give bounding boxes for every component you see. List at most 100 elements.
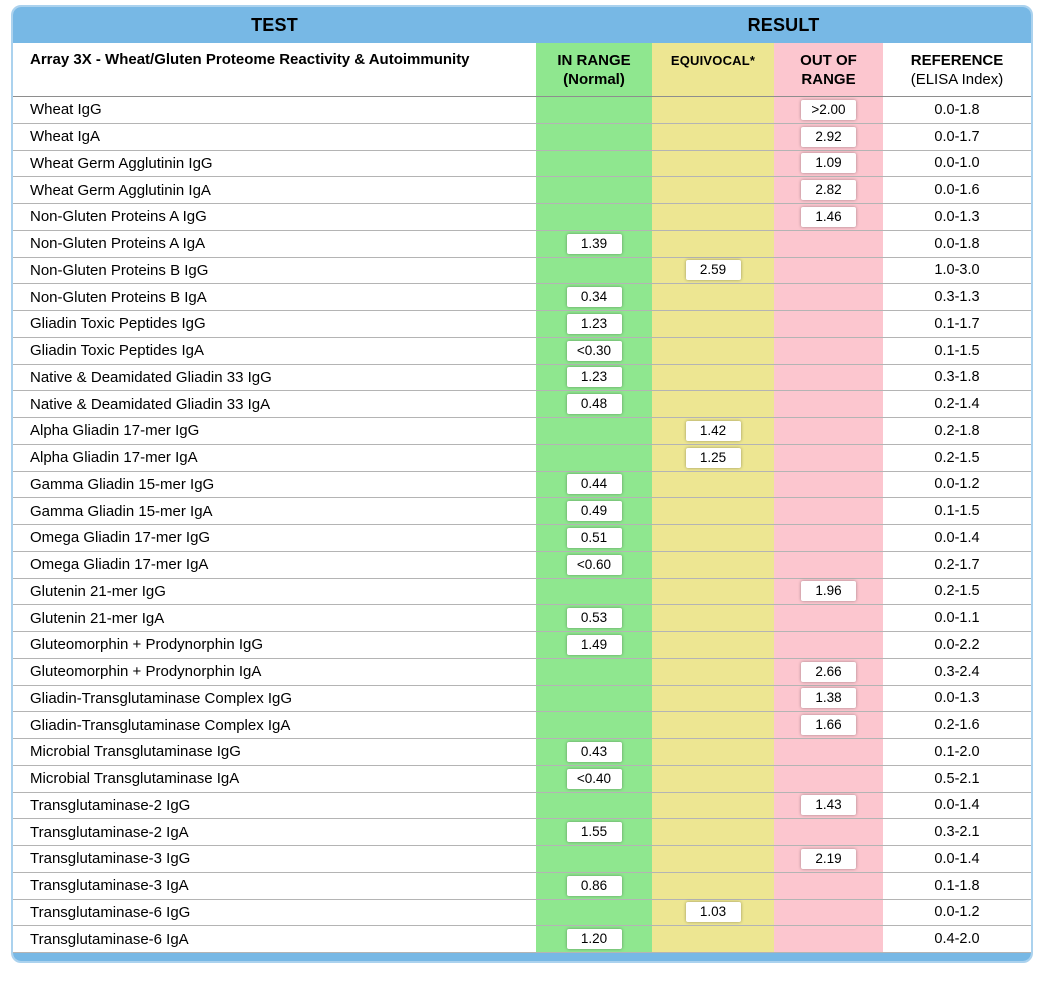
out-of-range-cell: 1.96 bbox=[774, 578, 883, 606]
reference-range: 0.0-1.6 bbox=[883, 177, 1031, 204]
result-value: 1.09 bbox=[801, 153, 856, 174]
table-row: Gliadin Toxic Peptides IgA <0.30 0.1-1.5 bbox=[13, 337, 1031, 365]
result-value: 0.49 bbox=[566, 501, 622, 522]
result-value: 1.66 bbox=[801, 715, 856, 736]
out-of-range-cell: 1.43 bbox=[774, 792, 883, 820]
test-name: Native & Deamidated Gliadin 33 IgA bbox=[13, 391, 536, 418]
equivocal-cell: 1.42 bbox=[652, 418, 774, 445]
equivocal-cell bbox=[652, 525, 774, 552]
out-of-range-cell bbox=[774, 765, 883, 793]
out-of-range-cell bbox=[774, 551, 883, 579]
out-of-range-cell: 1.09 bbox=[774, 150, 883, 178]
out-of-range-cell bbox=[774, 498, 883, 525]
in-range-cell bbox=[536, 712, 652, 739]
in-range-cell: <0.60 bbox=[536, 551, 652, 579]
table-row: Gliadin-Transglutaminase Complex IgG 1.3… bbox=[13, 685, 1031, 713]
test-name: Alpha Gliadin 17-mer IgG bbox=[13, 418, 536, 445]
lab-report-table: TEST RESULT Array 3X - Wheat/Gluten Prot… bbox=[11, 5, 1033, 963]
in-range-cell: 0.53 bbox=[536, 605, 652, 632]
test-name: Gamma Gliadin 15-mer IgG bbox=[13, 472, 536, 499]
test-name: Transglutaminase-3 IgG bbox=[13, 846, 536, 873]
equivocal-cell bbox=[652, 337, 774, 365]
result-value: 1.46 bbox=[801, 206, 856, 227]
table-row: Native & Deamidated Gliadin 33 IgA 0.48 … bbox=[13, 391, 1031, 418]
test-name: Non-Gluten Proteins A IgG bbox=[13, 204, 536, 231]
result-value: 2.82 bbox=[801, 180, 856, 201]
equivocal-cell bbox=[652, 177, 774, 204]
table-row: Transglutaminase-2 IgG 1.43 0.0-1.4 bbox=[13, 792, 1031, 820]
in-range-cell bbox=[536, 257, 652, 285]
reference-range: 0.2-1.8 bbox=[883, 418, 1031, 445]
reference-range: 0.0-1.0 bbox=[883, 151, 1031, 178]
out-of-range-cell bbox=[774, 739, 883, 766]
table-row: Non-Gluten Proteins B IgG 2.59 1.0-3.0 bbox=[13, 257, 1031, 285]
table-row: Alpha Gliadin 17-mer IgG 1.42 0.2-1.8 bbox=[13, 418, 1031, 445]
in-range-cell bbox=[536, 150, 652, 178]
in-range-cell: 0.48 bbox=[536, 391, 652, 418]
in-range-cell: 0.86 bbox=[536, 872, 652, 900]
out-of-range-cell bbox=[774, 926, 883, 953]
test-name: Gluteomorphin + Prodynorphin IgG bbox=[13, 632, 536, 659]
table-row: Transglutaminase-6 IgA 1.20 0.4-2.0 bbox=[13, 926, 1031, 953]
in-range-cell bbox=[536, 792, 652, 820]
in-range-cell bbox=[536, 418, 652, 445]
table-row: Gluteomorphin + Prodynorphin IgG 1.49 0.… bbox=[13, 632, 1031, 659]
out-of-range-cell bbox=[774, 525, 883, 552]
test-name: Wheat IgA bbox=[13, 124, 536, 151]
in-range-cell: 0.43 bbox=[536, 739, 652, 766]
result-value: 1.55 bbox=[566, 822, 622, 843]
out-of-range-cell bbox=[774, 819, 883, 846]
in-range-cell bbox=[536, 97, 652, 124]
equivocal-cell bbox=[652, 364, 774, 392]
table-row: Wheat IgA 2.92 0.0-1.7 bbox=[13, 123, 1031, 151]
in-range-cell bbox=[536, 658, 652, 686]
result-value: 1.38 bbox=[801, 688, 856, 709]
result-value: 1.42 bbox=[685, 420, 741, 441]
in-range-cell: 1.39 bbox=[536, 230, 652, 258]
in-range-cell bbox=[536, 578, 652, 606]
reference-range: 0.0-1.2 bbox=[883, 900, 1031, 927]
table-row: Transglutaminase-6 IgG 1.03 0.0-1.2 bbox=[13, 899, 1031, 927]
test-column-header: TEST bbox=[251, 14, 298, 35]
reference-range: 1.0-3.0 bbox=[883, 258, 1031, 285]
out-of-range-cell: 2.82 bbox=[774, 177, 883, 204]
table-row: Wheat IgG >2.00 0.0-1.8 bbox=[13, 97, 1031, 124]
in-range-cell: 1.20 bbox=[536, 926, 652, 953]
table-row: Gliadin Toxic Peptides IgG 1.23 0.1-1.7 bbox=[13, 311, 1031, 338]
reference-range: 0.1-1.5 bbox=[883, 338, 1031, 365]
test-name: Gliadin-Transglutaminase Complex IgG bbox=[13, 686, 536, 713]
equivocal-cell bbox=[652, 658, 774, 686]
result-value: 0.48 bbox=[566, 394, 622, 415]
reference-range: 0.0-1.1 bbox=[883, 605, 1031, 632]
result-value: 0.51 bbox=[566, 527, 622, 548]
out-of-range-cell bbox=[774, 311, 883, 338]
reference-sublabel: (ELISA Index) bbox=[910, 71, 1004, 88]
table-row: Gamma Gliadin 15-mer IgA 0.49 0.1-1.5 bbox=[13, 498, 1031, 525]
test-name: Native & Deamidated Gliadin 33 IgG bbox=[13, 365, 536, 392]
test-name: Non-Gluten Proteins A IgA bbox=[13, 231, 536, 258]
test-name: Non-Gluten Proteins B IgG bbox=[13, 258, 536, 285]
result-value: 0.53 bbox=[566, 608, 622, 629]
test-name: Alpha Gliadin 17-mer IgA bbox=[13, 445, 536, 472]
test-name: Microbial Transglutaminase IgG bbox=[13, 739, 536, 766]
out-of-range-cell bbox=[774, 337, 883, 365]
table-row: Transglutaminase-3 IgG 2.19 0.0-1.4 bbox=[13, 846, 1031, 873]
reference-range: 0.1-2.0 bbox=[883, 739, 1031, 766]
equivocal-cell bbox=[652, 765, 774, 793]
out-of-range-column-header: OUT OF RANGE bbox=[774, 43, 883, 97]
test-name: Gliadin-Transglutaminase Complex IgA bbox=[13, 712, 536, 739]
equivocal-cell bbox=[652, 311, 774, 338]
equivocal-cell: 1.25 bbox=[652, 444, 774, 472]
table-row: Gamma Gliadin 15-mer IgG 0.44 0.0-1.2 bbox=[13, 471, 1031, 499]
test-name: Wheat Germ Agglutinin IgG bbox=[13, 151, 536, 178]
result-value: 2.59 bbox=[685, 260, 741, 281]
equivocal-cell bbox=[652, 498, 774, 525]
in-range-cell bbox=[536, 177, 652, 204]
table-row: Non-Gluten Proteins A IgA 1.39 0.0-1.8 bbox=[13, 230, 1031, 258]
table-row: Native & Deamidated Gliadin 33 IgG 1.23 … bbox=[13, 364, 1031, 392]
test-name: Transglutaminase-2 IgA bbox=[13, 819, 536, 846]
panel-title: Array 3X - Wheat/Gluten Proteome Reactiv… bbox=[13, 43, 536, 97]
test-name: Wheat IgG bbox=[13, 97, 536, 124]
test-name: Gluteomorphin + Prodynorphin IgA bbox=[13, 659, 536, 686]
in-range-cell: 0.34 bbox=[536, 284, 652, 311]
